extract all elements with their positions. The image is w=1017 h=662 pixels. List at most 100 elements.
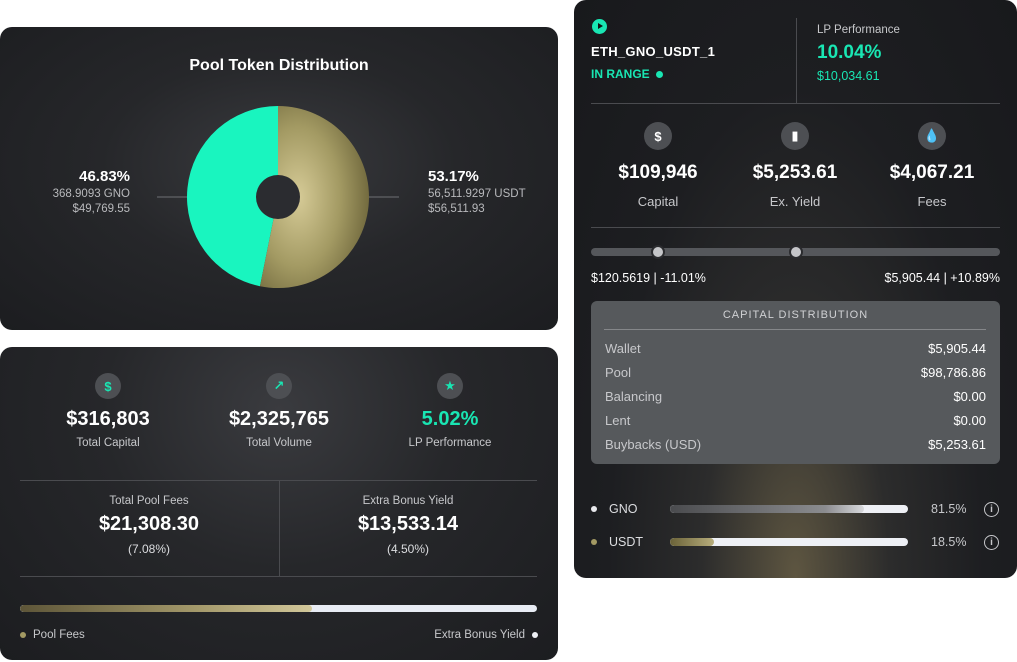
fees-value: $4,067.21 — [889, 162, 975, 183]
play-icon[interactable] — [592, 19, 607, 34]
drop-icon: 💧 — [918, 122, 946, 150]
cap-value: $98,786.86 — [920, 365, 986, 380]
cap-key: Lent — [605, 413, 631, 428]
divider-vertical — [279, 480, 280, 576]
lp-performance-value: 5.02% — [421, 408, 479, 430]
range-status-badge: IN RANGE — [591, 67, 663, 81]
ex-yield-label: Ex. Yield — [769, 194, 821, 209]
price-range-slider[interactable] — [591, 245, 1000, 259]
legend-pool-fees-label: Pool Fees — [33, 629, 85, 641]
range-high-handle[interactable] — [789, 245, 804, 259]
capital-distribution-panel: CAPITAL DISTRIBUTION Wallet $5,905.44 Po… — [591, 301, 1000, 464]
usdt-dot-icon — [591, 539, 597, 545]
range-high-label: $5,905.44 | +10.89% — [884, 271, 1001, 285]
cap-value: $0.00 — [953, 413, 986, 428]
token-pct: 18.5% — [931, 535, 967, 549]
pool-name: ETH_GNO_USDT_1 — [591, 44, 716, 59]
gno-share-fill — [670, 505, 864, 513]
cap-row-buybacks: Buybacks (USD) $5,253.61 — [605, 437, 986, 452]
token-pct: 81.5% — [931, 502, 967, 516]
gno-amount: 368.9093 GNO — [52, 188, 130, 200]
white-dot-icon — [532, 632, 538, 638]
total-volume-label: Total Volume — [246, 437, 312, 449]
total-capital-label: Total Capital — [76, 437, 140, 449]
gno-dot-icon — [591, 506, 597, 512]
range-low-handle[interactable] — [650, 245, 665, 259]
token-name: GNO — [609, 502, 638, 516]
pool-fees-label: Total Pool Fees — [109, 495, 189, 507]
dollar-icon: $ — [95, 373, 121, 399]
pool-fees-value: $21,308.30 — [98, 513, 200, 535]
total-capital-value: $316,803 — [66, 408, 150, 430]
bonus-yield-label: Extra Bonus Yield — [362, 495, 454, 507]
pool-stat-capital: $ $109,946 Capital — [588, 122, 728, 209]
ex-yield-value: $5,253.61 — [752, 162, 838, 183]
stat-total-volume: ↗ $2,325,765 Total Volume — [194, 373, 364, 449]
header-divider — [591, 103, 1000, 104]
gno-share-block: 46.83% 368.9093 GNO $49,769.55 — [53, 167, 130, 217]
usdt-share-bar — [670, 538, 908, 546]
capital-value: $109,946 — [618, 162, 698, 183]
pool-detail-card: ETH_GNO_USDT_1 IN RANGE LP Performance 1… — [574, 0, 1017, 578]
lp-performance-amount: $10,034.61 — [817, 69, 880, 83]
capital-distribution-divider — [604, 329, 986, 330]
bonus-yield-pct: (4.50%) — [386, 542, 430, 556]
cap-value: $5,253.61 — [928, 437, 986, 452]
trend-up-icon: ↗ — [266, 373, 292, 399]
divider-top — [20, 480, 537, 481]
token-name: USDT — [609, 535, 644, 549]
stat-total-capital: $ $316,803 Total Capital — [23, 373, 193, 449]
pool-fees-fill — [20, 605, 313, 612]
usdt-amount: 56,511.9297 USDT — [428, 188, 526, 200]
usdt-share-fill — [670, 538, 715, 546]
pool-stat-fees: 💧 $4,067.21 Fees — [862, 122, 1002, 209]
pool-stats-card: $ $316,803 Total Capital ↗ $2,325,765 To… — [0, 347, 558, 660]
token-row-gno: GNO 81.5% i — [591, 499, 1000, 519]
legend-pool-fees: Pool Fees — [20, 629, 85, 641]
info-icon[interactable]: i — [984, 501, 999, 517]
cap-key: Pool — [605, 365, 632, 380]
distribution-donut-chart — [157, 106, 399, 288]
cap-value: $0.00 — [953, 389, 986, 404]
legend-bonus-yield-label: Extra Bonus Yield — [434, 629, 525, 641]
total-volume-value: $2,325,765 — [228, 408, 330, 430]
cap-key: Balancing — [605, 389, 663, 404]
usdt-usd: $56,511.93 — [428, 203, 485, 215]
cap-value: $5,905.44 — [928, 341, 986, 356]
token-row-usdt: USDT 18.5% i — [591, 532, 1000, 552]
stats-divider — [591, 227, 1000, 228]
dollar-icon: $ — [644, 122, 672, 150]
capital-label: Capital — [637, 194, 679, 209]
star-icon: ★ — [437, 373, 463, 399]
cap-row-pool: Pool $98,786.86 — [605, 365, 986, 380]
document-icon: ▮ — [781, 122, 809, 150]
divider-bottom — [20, 576, 537, 577]
info-icon[interactable]: i — [984, 534, 999, 550]
gold-dot-icon — [20, 632, 26, 638]
cap-key: Buybacks (USD) — [605, 437, 702, 452]
extra-bonus-yield: Extra Bonus Yield $13,533.14 (4.50%) — [279, 495, 537, 556]
distribution-title: Pool Token Distribution — [189, 57, 369, 74]
usdt-share-block: 53.17% 56,511.9297 USDT $56,511.93 — [428, 167, 526, 217]
stat-lp-performance: ★ 5.02% LP Performance — [365, 373, 535, 449]
total-pool-fees: Total Pool Fees $21,308.30 (7.08%) — [20, 495, 278, 556]
cap-row-lent: Lent $0.00 — [605, 413, 986, 428]
lp-performance-pct: 10.04% — [817, 42, 882, 63]
header-divider-vertical — [796, 18, 797, 104]
cap-key: Wallet — [605, 341, 641, 356]
legend-bonus-yield: Extra Bonus Yield — [434, 629, 538, 641]
donut-slice-usdt — [259, 106, 369, 288]
range-low-label: $120.5619 | -11.01% — [591, 271, 706, 285]
gno-usd: $49,769.55 — [72, 203, 130, 215]
fees-vs-bonus-bar — [20, 605, 537, 612]
range-status-label: IN RANGE — [591, 67, 650, 81]
capital-distribution-title: CAPITAL DISTRIBUTION — [722, 309, 869, 321]
pool-stat-ex-yield: ▮ $5,253.61 Ex. Yield — [725, 122, 865, 209]
gno-share-bar — [670, 505, 908, 513]
cap-row-wallet: Wallet $5,905.44 — [605, 341, 986, 356]
usdt-share-pct: 53.17% — [428, 168, 479, 185]
fees-label: Fees — [917, 194, 947, 209]
donut-hole — [256, 175, 300, 219]
cap-row-balancing: Balancing $0.00 — [605, 389, 986, 404]
gno-share-pct: 46.83% — [79, 168, 130, 185]
